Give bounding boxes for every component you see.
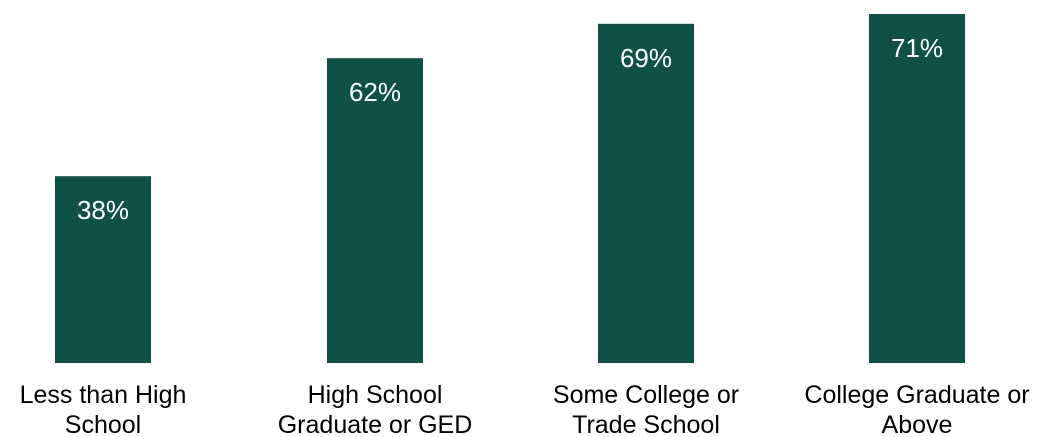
- category-labels-group: Less than High School High School Graduate …: [20, 381, 1030, 437]
- bar-value-label-1: 38%: [77, 195, 129, 225]
- category-label-line: Above: [882, 411, 953, 437]
- category-label-line: Trade School: [572, 411, 720, 437]
- category-label-line: College Graduate or: [804, 381, 1029, 409]
- category-label-line: School: [65, 411, 141, 437]
- category-label-4: College Graduate or Above: [804, 381, 1029, 437]
- value-labels-group: 38% 62% 69% 71%: [77, 33, 943, 225]
- category-label-2: High School Graduate or GED: [278, 381, 473, 437]
- bar-4: [869, 14, 965, 363]
- category-label-line: Less than High: [20, 381, 187, 409]
- bar-2: [327, 58, 423, 363]
- bar-value-label-3: 69%: [620, 43, 672, 73]
- bars-group: [55, 14, 965, 364]
- bar-value-label-2: 62%: [349, 77, 401, 107]
- bar-3: [598, 23, 694, 364]
- category-label-line: Some College or: [553, 381, 739, 409]
- category-label-3: Some College or Trade School: [553, 381, 739, 437]
- bar-value-label-4: 71%: [891, 33, 943, 63]
- category-label-line: High School: [308, 381, 443, 409]
- category-label-line: Graduate or GED: [278, 411, 473, 437]
- bar-1: [55, 176, 151, 363]
- category-label-1: Less than High School: [20, 381, 187, 437]
